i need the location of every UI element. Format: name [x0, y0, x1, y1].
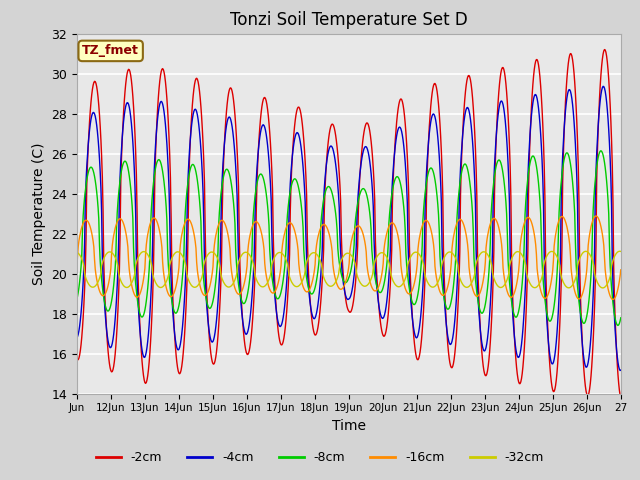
Legend: -2cm, -4cm, -8cm, -16cm, -32cm: -2cm, -4cm, -8cm, -16cm, -32cm	[91, 446, 549, 469]
Text: TZ_fmet: TZ_fmet	[82, 44, 139, 58]
X-axis label: Time: Time	[332, 419, 366, 433]
Y-axis label: Soil Temperature (C): Soil Temperature (C)	[31, 143, 45, 285]
Title: Tonzi Soil Temperature Set D: Tonzi Soil Temperature Set D	[230, 11, 468, 29]
